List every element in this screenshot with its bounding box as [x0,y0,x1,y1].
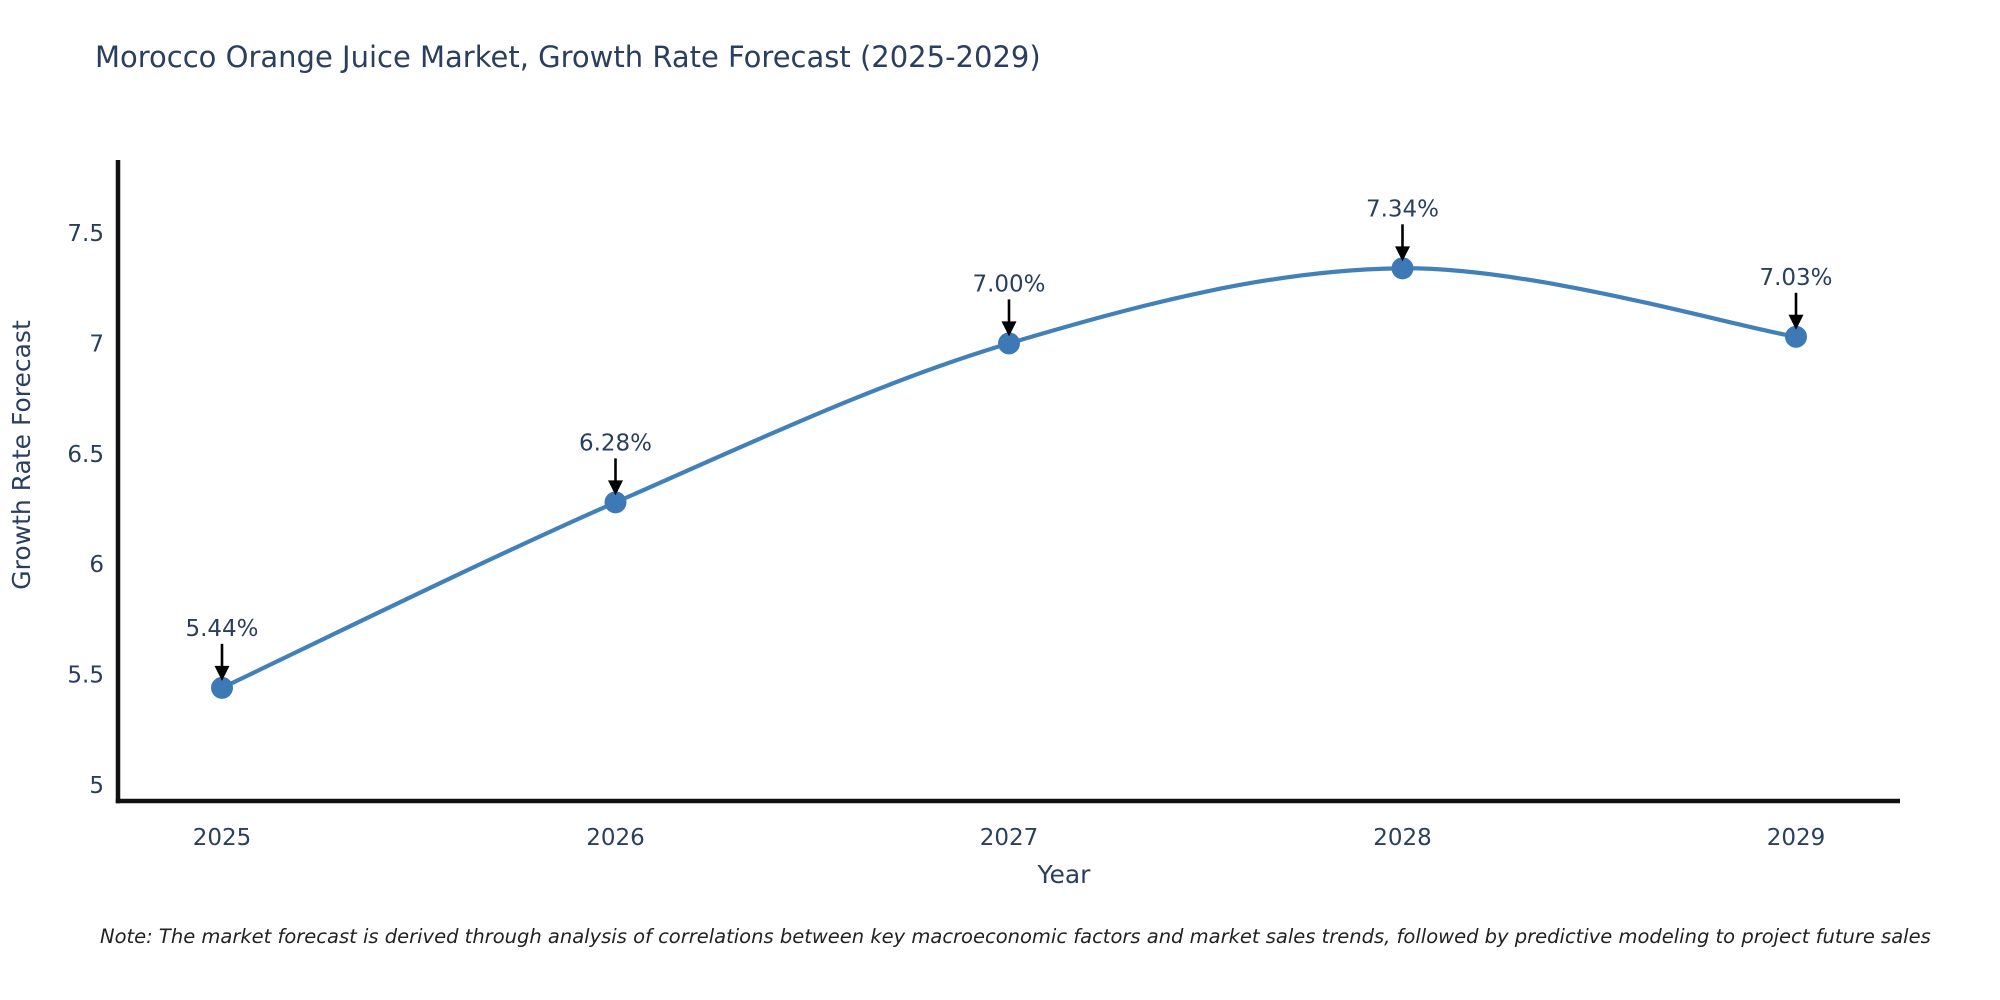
point-value-label: 7.03% [1759,265,1832,291]
annotation-arrowhead-icon [608,480,623,496]
data-point-marker[interactable] [998,332,1020,355]
y-tick-label: 5 [89,773,104,799]
data-point-marker[interactable] [1391,257,1414,280]
data-point-marker[interactable] [604,491,627,514]
data-point-marker[interactable] [1785,325,1807,348]
y-tick-label: 6 [89,552,104,578]
footnote: Note: The market forecast is derived thr… [100,925,1931,948]
point-value-label: 7.00% [972,271,1045,297]
y-tick-label: 7.5 [67,221,104,247]
x-tick-label: 2025 [193,825,252,851]
x-tick-label: 2028 [1373,825,1432,851]
point-value-label: 7.34% [1366,196,1439,222]
x-tick-label: 2029 [1767,825,1826,851]
y-tick-label: 7 [89,331,104,357]
annotation-arrowhead-icon [1788,314,1804,330]
annotation-arrowhead-icon [1001,321,1017,337]
y-tick-label: 5.5 [67,663,104,689]
y-axis-title: Growth Rate Forecast [7,320,36,590]
y-tick-label: 6.5 [67,442,104,468]
x-axis-title: Year [1037,860,1092,889]
data-point-marker[interactable] [211,676,233,699]
chart-title: Morocco Orange Juice Market, Growth Rate… [95,40,1041,74]
x-tick-label: 2026 [586,825,645,851]
point-value-label: 5.44% [185,616,258,642]
x-tick-label: 2027 [980,825,1039,851]
point-value-label: 6.28% [579,430,652,456]
annotation-arrowhead-icon [214,665,230,681]
annotation-arrowhead-icon [1395,246,1410,262]
